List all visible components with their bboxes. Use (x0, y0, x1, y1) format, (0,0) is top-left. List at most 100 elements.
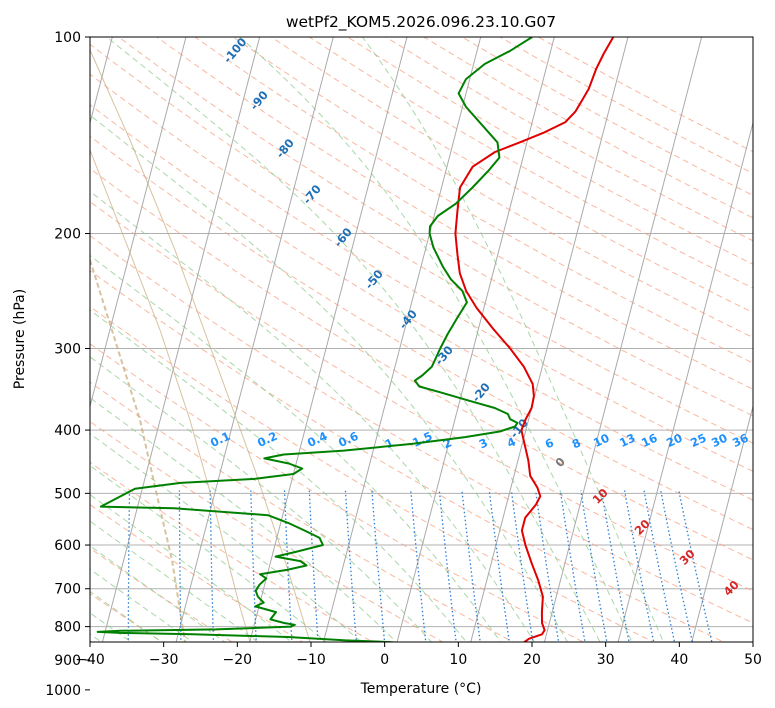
x-tick-label: −10 (296, 652, 326, 668)
dry-adiabat-label: -30 (432, 343, 456, 368)
mixing-ratio-line (178, 490, 182, 642)
y-tick-label: 800 (54, 620, 81, 636)
y-axis-ticks: 100 200 300 400 500 600 700 800 900 1000 (45, 30, 90, 699)
x-tick-label: 20 (523, 652, 541, 668)
dry-adiabat-line (156, 37, 753, 390)
moist-adiabat-line (90, 190, 536, 642)
dry-adiabat-label: -40 (396, 307, 420, 332)
moist-adiabat-label: 0 (552, 454, 568, 470)
dry-adiabat-label: -90 (247, 88, 271, 113)
dry-adiabat-label: -100 (220, 35, 249, 66)
moist-adiabat-line (90, 493, 293, 642)
isotherm-line (175, 37, 334, 642)
dry-adiabat-line (90, 305, 655, 642)
moist-adiabats (90, 37, 664, 642)
dry-adiabat-line (90, 593, 163, 642)
dry-adiabat-line (90, 235, 753, 624)
mixing-ratio-label: 36 (730, 431, 750, 450)
moist-adiabat-line (90, 254, 502, 642)
x-tick-label: 0 (380, 652, 389, 668)
isotherm-line (396, 37, 555, 642)
mixing-ratio-line (534, 490, 560, 642)
moist-adiabat-line (90, 568, 194, 642)
isotherm-line (101, 37, 261, 642)
dry-adiabat-line (90, 135, 753, 531)
moist-adiabat-line (90, 432, 362, 642)
mixing-ratio-label: 20 (664, 431, 684, 450)
mixing-ratio-line (580, 490, 608, 642)
dry-adiabat-line (90, 104, 753, 501)
moist-adiabat-line (239, 37, 633, 642)
mixing-ratio-line (510, 490, 534, 642)
y-tick-label: 100 (54, 30, 81, 46)
x-tick-label: −30 (149, 652, 179, 668)
mixing-ratio-label: 13 (617, 431, 637, 450)
mixing-ratio-line (643, 490, 676, 642)
dry-adiabat-line (90, 201, 753, 592)
moist-adiabat-line (90, 356, 433, 642)
temperature-line (454, 37, 615, 642)
mixing-ratio-line (308, 490, 319, 642)
mixing-ratio-line (344, 490, 358, 642)
dry-adiabat-line (347, 37, 753, 265)
mixing-ratio-line (660, 490, 694, 642)
mixing-ratio-line (488, 490, 510, 642)
y-tick-label: 1000 (45, 683, 81, 699)
mixing-ratio-label: 30 (709, 431, 729, 450)
x-tick-label: −20 (223, 652, 253, 668)
edge-curve-line (90, 49, 311, 642)
mixing-ratio-lines (127, 490, 713, 642)
dry-adiabat-line (423, 37, 753, 219)
isotherm-line (543, 37, 703, 642)
y-tick-label: 900 (54, 653, 81, 669)
plot-frame (89, 36, 754, 643)
mixing-ratio-line (461, 490, 481, 642)
plot-area: -100-90-80-70-60-50-40-30-20-10010203040… (90, 7, 775, 708)
isotherm-line (617, 120, 753, 642)
mixing-ratio-line (438, 490, 457, 642)
mixing-ratio-label: 10 (591, 431, 611, 450)
dry-adiabat-line (90, 461, 374, 642)
isotherm-line (746, 7, 775, 708)
mixing-ratio-label: 6 (543, 435, 556, 451)
isotherm-line (691, 404, 753, 642)
isotherm-line (90, 37, 187, 409)
edge-curve-line (90, 149, 251, 642)
moist-adiabat-label: 30 (677, 547, 698, 568)
dry-adiabat-line (90, 73, 753, 472)
x-tick-label: 50 (744, 652, 762, 668)
y-axis-label: Pressure (hPa) (12, 289, 28, 389)
edge-curve-line (90, 259, 186, 642)
pressure-gridlines (90, 37, 753, 628)
edge-curves (90, 49, 311, 642)
dry-adiabat-line (538, 37, 753, 153)
dry-adiabat-line (90, 381, 515, 642)
mixing-ratio-label: 25 (688, 431, 708, 450)
mixing-ratio-line (283, 490, 293, 642)
mixing-ratio-label: 0.4 (305, 429, 329, 450)
chart-title: wetPf2_KOM5.2026.096.23.10.G07 (286, 13, 556, 32)
y-tick-label: 300 (54, 342, 81, 358)
mixing-ratio-label: 16 (639, 431, 659, 450)
moist-adiabat-line (90, 397, 398, 642)
mixing-ratio-line (371, 490, 386, 642)
moist-adiabat-line (361, 37, 664, 642)
moist-adiabat-label: 10 (590, 486, 611, 507)
moist-adiabat-label: 40 (721, 578, 742, 599)
dry-adiabat-label: -60 (331, 225, 355, 250)
dry-adiabat-line (194, 37, 753, 364)
mixing-ratio-label: 1 (383, 435, 396, 451)
dewpoint-line (96, 37, 533, 642)
mixing-ratio-line (209, 490, 215, 642)
x-tick-label: 30 (597, 652, 615, 668)
y-tick-label: 700 (54, 582, 81, 598)
dry-adiabat-label: -80 (273, 136, 297, 161)
y-tick-label: 200 (54, 227, 81, 243)
mixing-ratio-label: 2 (441, 435, 454, 451)
mixing-ratio-label: 0.1 (208, 429, 232, 450)
x-axis-ticks: −40 −30 −20 −10 0 10 20 30 40 50 (75, 642, 762, 668)
moist-adiabat-line (90, 633, 103, 642)
x-tick-label: 40 (670, 652, 688, 668)
y-tick-label: 600 (54, 538, 81, 554)
